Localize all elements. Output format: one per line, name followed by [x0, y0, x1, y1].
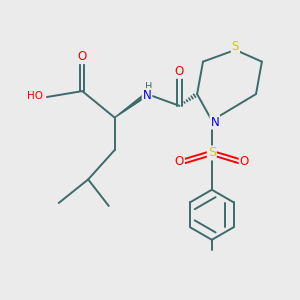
- Text: HO: HO: [26, 91, 43, 100]
- Text: O: O: [240, 155, 249, 168]
- Text: O: O: [175, 155, 184, 168]
- Text: O: O: [175, 65, 184, 78]
- Text: S: S: [208, 146, 216, 159]
- Polygon shape: [115, 93, 148, 118]
- Text: S: S: [232, 40, 239, 53]
- Text: H: H: [145, 82, 152, 92]
- Text: N: N: [143, 89, 152, 102]
- Text: N: N: [210, 116, 219, 128]
- Text: O: O: [78, 50, 87, 63]
